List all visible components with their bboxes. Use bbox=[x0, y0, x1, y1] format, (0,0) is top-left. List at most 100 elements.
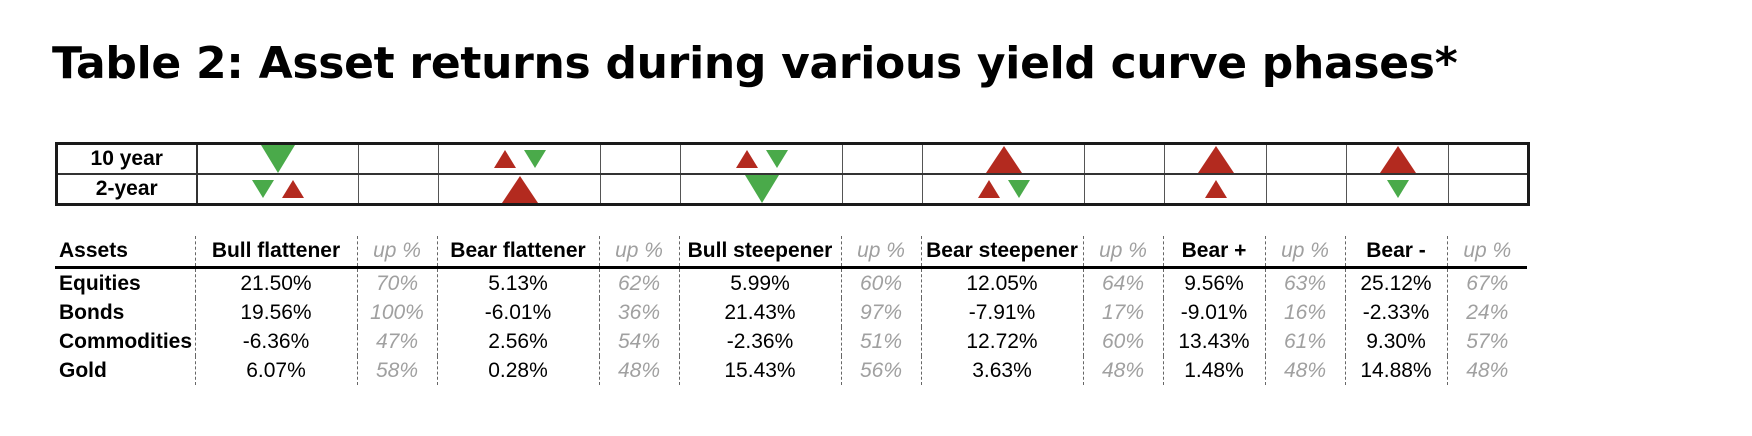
up-pct-cell: 62% bbox=[599, 267, 680, 298]
return-cell: 6.07% bbox=[195, 356, 358, 385]
arrow-row: 2-year bbox=[56, 173, 1529, 205]
return-cell: 9.30% bbox=[1345, 327, 1448, 356]
up-pct-cell: 97% bbox=[841, 298, 922, 327]
up-pct-cell: 64% bbox=[1083, 267, 1164, 298]
return-cell: -2.36% bbox=[679, 327, 842, 356]
up-pct-cell: 16% bbox=[1265, 298, 1346, 327]
arrow-cell bbox=[1266, 173, 1347, 205]
arrow-cell bbox=[842, 143, 923, 175]
arrow-cell bbox=[1164, 143, 1267, 175]
return-cell: -7.91% bbox=[921, 298, 1084, 327]
up-pct-cell: 56% bbox=[841, 356, 922, 385]
up-pct-cell: 51% bbox=[841, 327, 922, 356]
red-up-arrow-icon bbox=[1197, 145, 1234, 173]
arrow-cell bbox=[1346, 143, 1449, 175]
green-down-arrow-icon bbox=[765, 150, 788, 169]
table-row: Bonds 19.56% 100% -6.01% 36% 21.43% 97% -7.91% 1… bbox=[55, 298, 1527, 327]
return-cell: 19.56% bbox=[195, 298, 358, 327]
arrow-cell bbox=[438, 173, 601, 205]
arrow-cell bbox=[1346, 173, 1449, 205]
return-cell: -6.01% bbox=[437, 298, 600, 327]
arrow-cell bbox=[922, 143, 1085, 175]
arrow-cell bbox=[358, 173, 439, 205]
arrow-cell bbox=[1448, 173, 1529, 205]
green-down-arrow-icon bbox=[1386, 180, 1409, 199]
column-header: Bear flattener bbox=[437, 236, 600, 269]
up-pct-cell: 36% bbox=[599, 298, 680, 327]
up-pct-cell: 63% bbox=[1265, 267, 1346, 298]
table-row: Commodities -6.36% 47% 2.56% 54% -2.36% 51% 12.… bbox=[55, 327, 1527, 356]
asset-name: Commodities bbox=[55, 327, 196, 356]
arrow-cell bbox=[196, 173, 359, 205]
return-cell: -2.33% bbox=[1345, 298, 1448, 327]
column-header-up-pct: up % bbox=[841, 236, 922, 269]
asset-name: Equities bbox=[55, 267, 196, 298]
up-pct-cell: 24% bbox=[1466, 300, 1509, 324]
arrow-cell bbox=[1084, 143, 1165, 175]
arrow-row-label: 10 year bbox=[56, 143, 198, 175]
arrow-cell bbox=[680, 143, 843, 175]
arrow-cell bbox=[1448, 143, 1529, 175]
column-header-up-pct: up % bbox=[1265, 236, 1346, 269]
arrow-cell bbox=[600, 143, 681, 175]
red-up-arrow-icon bbox=[977, 180, 1000, 199]
column-header-up-pct: up % bbox=[1083, 236, 1164, 269]
return-cell: 12.05% bbox=[921, 267, 1084, 298]
arrow-cell bbox=[600, 173, 681, 205]
arrow-cell bbox=[842, 173, 923, 205]
up-pct-cell: 100% bbox=[357, 298, 438, 327]
red-up-arrow-icon bbox=[985, 145, 1022, 173]
return-cell: 21.43% bbox=[679, 298, 842, 327]
up-pct-cell: 61% bbox=[1265, 327, 1346, 356]
column-header: Bear + bbox=[1163, 236, 1266, 269]
arrow-row-label: 2-year bbox=[56, 173, 198, 205]
up-pct-cell: 60% bbox=[1083, 327, 1164, 356]
return-cell: 21.50% bbox=[195, 267, 358, 298]
green-down-arrow-icon bbox=[251, 180, 274, 199]
column-header: Bear - bbox=[1345, 236, 1448, 269]
arrow-cell bbox=[922, 173, 1085, 205]
asset-returns-table: Assets Bull flattener up % Bear flattener up… bbox=[55, 236, 1527, 385]
red-up-arrow-icon bbox=[735, 150, 758, 169]
return-cell: 3.63% bbox=[921, 356, 1084, 385]
arrow-cell bbox=[1084, 173, 1165, 205]
table-row: Gold 6.07% 58% 0.28% 48% 15.43% 56% 3.63% 48% 1.4… bbox=[55, 356, 1527, 385]
column-header: Bear steepener bbox=[921, 236, 1084, 269]
arrow-cell bbox=[1164, 173, 1267, 205]
up-pct-cell: 48% bbox=[599, 356, 680, 385]
up-pct-cell: 17% bbox=[1083, 298, 1164, 327]
red-up-arrow-icon bbox=[501, 175, 538, 203]
up-pct-cell: 47% bbox=[357, 327, 438, 356]
return-cell: 9.56% bbox=[1163, 267, 1266, 298]
arrow-cell bbox=[680, 173, 843, 205]
return-cell: 0.28% bbox=[437, 356, 600, 385]
return-cell: 25.12% bbox=[1345, 267, 1448, 298]
up-pct-cell: 48% bbox=[1466, 358, 1509, 382]
asset-name: Bonds bbox=[55, 298, 196, 327]
arrow-cell bbox=[1266, 143, 1347, 175]
column-header-up-pct: up % bbox=[599, 236, 680, 269]
arrow-cell bbox=[358, 143, 439, 175]
yield-arrow-grid: 10 year 2-year bbox=[55, 142, 1530, 206]
green-down-arrow-icon bbox=[260, 145, 295, 173]
column-header-up-pct: up % bbox=[1447, 236, 1527, 269]
table-row: Equities 21.50% 70% 5.13% 62% 5.99% 60% 12.05% 6… bbox=[55, 267, 1527, 298]
column-header: Bull steepener bbox=[679, 236, 842, 269]
red-up-arrow-icon bbox=[493, 150, 516, 169]
arrow-row: 10 year bbox=[56, 143, 1529, 175]
arrow-cell bbox=[196, 143, 359, 175]
column-header: Bull flattener bbox=[195, 236, 358, 269]
return-cell: -6.36% bbox=[195, 327, 358, 356]
up-pct-cell: 60% bbox=[841, 267, 922, 298]
return-cell: 13.43% bbox=[1163, 327, 1266, 356]
return-cell: -9.01% bbox=[1163, 298, 1266, 327]
return-cell: 14.88% bbox=[1345, 356, 1448, 385]
up-pct-cell: 48% bbox=[1083, 356, 1164, 385]
green-down-arrow-icon bbox=[523, 150, 546, 169]
return-cell: 2.56% bbox=[437, 327, 600, 356]
red-up-arrow-icon bbox=[281, 180, 304, 199]
up-pct-cell: 57% bbox=[1466, 329, 1509, 353]
return-cell: 12.72% bbox=[921, 327, 1084, 356]
red-up-arrow-icon bbox=[1204, 180, 1227, 199]
up-pct-cell: 58% bbox=[357, 356, 438, 385]
